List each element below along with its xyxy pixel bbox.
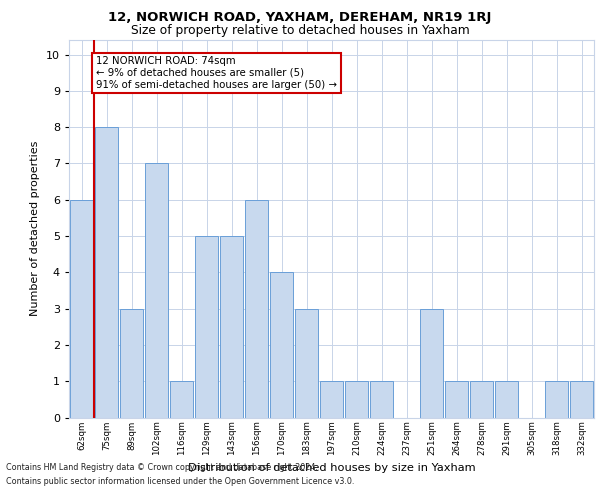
Bar — [270, 272, 293, 418]
Bar — [120, 308, 143, 418]
Bar — [170, 381, 193, 418]
Y-axis label: Number of detached properties: Number of detached properties — [31, 141, 40, 316]
Text: 12 NORWICH ROAD: 74sqm
← 9% of detached houses are smaller (5)
91% of semi-detac: 12 NORWICH ROAD: 74sqm ← 9% of detached … — [96, 56, 337, 90]
Bar — [345, 381, 368, 418]
Bar — [70, 200, 93, 418]
Bar — [370, 381, 393, 418]
Bar — [220, 236, 243, 418]
Bar — [445, 381, 468, 418]
Text: Contains public sector information licensed under the Open Government Licence v3: Contains public sector information licen… — [6, 478, 355, 486]
Bar — [570, 381, 593, 418]
Text: 12, NORWICH ROAD, YAXHAM, DEREHAM, NR19 1RJ: 12, NORWICH ROAD, YAXHAM, DEREHAM, NR19 … — [109, 11, 491, 24]
Bar — [320, 381, 343, 418]
Bar — [195, 236, 218, 418]
Text: Size of property relative to detached houses in Yaxham: Size of property relative to detached ho… — [131, 24, 469, 37]
Bar — [145, 164, 168, 418]
Bar — [95, 127, 118, 418]
Bar — [245, 200, 268, 418]
X-axis label: Distribution of detached houses by size in Yaxham: Distribution of detached houses by size … — [188, 464, 475, 473]
Bar — [295, 308, 318, 418]
Bar — [470, 381, 493, 418]
Text: Contains HM Land Registry data © Crown copyright and database right 2024.: Contains HM Land Registry data © Crown c… — [6, 462, 318, 471]
Bar — [420, 308, 443, 418]
Bar — [545, 381, 568, 418]
Bar — [495, 381, 518, 418]
